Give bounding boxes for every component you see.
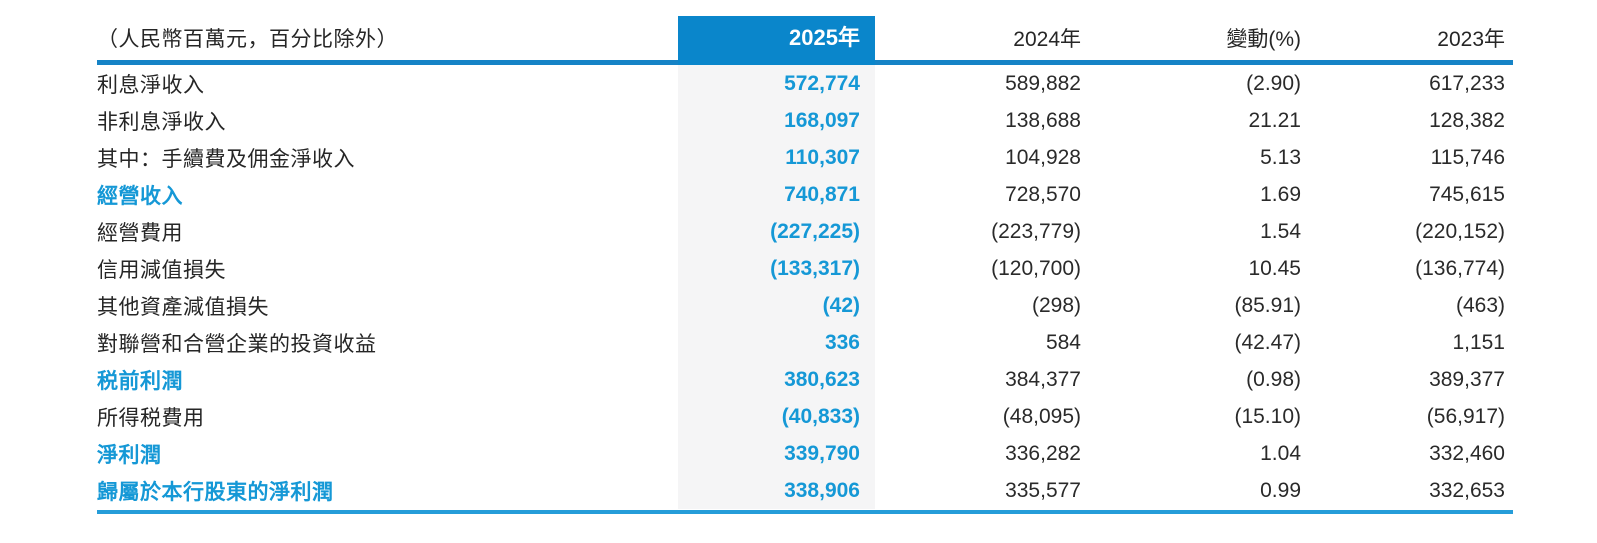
row-label: 利息淨收入 — [97, 73, 205, 97]
value-2023: 389,377 — [1429, 367, 1505, 391]
value-2024: 584 — [1045, 330, 1081, 354]
row-label: 信用減值損失 — [97, 258, 226, 282]
table-row: 利息淨收入 572,774 589,882 (2.90) 617,233 — [97, 65, 1513, 102]
column-header-2023: 2023年 — [1437, 28, 1505, 51]
row-label: 其中：手續費及佣金淨收入 — [97, 147, 355, 171]
value-2025: 339,790 — [678, 435, 875, 472]
value-2024: 104,928 — [1005, 145, 1081, 169]
value-change: (2.90) — [1246, 71, 1301, 95]
table-row: 信用減值損失 (133,317) (120,700) 10.45 (136,77… — [97, 250, 1513, 287]
unit-note: （人民幣百萬元，百分比除外） — [97, 28, 398, 51]
value-change: 1.54 — [1260, 219, 1301, 243]
value-2025: 572,774 — [678, 65, 875, 102]
value-2025: 338,906 — [678, 472, 875, 509]
value-2023: 332,653 — [1429, 478, 1505, 502]
table-row: 其中：手續費及佣金淨收入 110,307 104,928 5.13 115,74… — [97, 139, 1513, 176]
value-change: (42.47) — [1234, 330, 1301, 354]
value-2025: 740,871 — [678, 176, 875, 213]
column-header-2025: 2025年 — [678, 16, 875, 60]
value-2023: 617,233 — [1429, 71, 1505, 95]
table-row: 非利息淨收入 168,097 138,688 21.21 128,382 — [97, 102, 1513, 139]
row-label: 税前利潤 — [97, 369, 183, 393]
value-2025: 168,097 — [678, 102, 875, 139]
column-header-change: 變動(%) — [1226, 28, 1301, 51]
value-change: (0.98) — [1246, 367, 1301, 391]
value-2024: (298) — [1031, 293, 1081, 317]
table-row: 所得税費用 (40,833) (48,095) (15.10) (56,917) — [97, 398, 1513, 435]
value-2024: 138,688 — [1005, 108, 1081, 132]
value-2023: 745,615 — [1429, 182, 1505, 206]
value-2024: 589,882 — [1005, 71, 1081, 95]
value-change: (15.10) — [1234, 404, 1301, 428]
value-2025: (40,833) — [678, 398, 875, 435]
value-2023: 332,460 — [1429, 441, 1505, 465]
value-2023: (136,774) — [1415, 256, 1505, 280]
value-change: 1.69 — [1260, 182, 1301, 206]
value-2024: (48,095) — [1002, 404, 1081, 428]
row-label: 對聯營和合營企業的投資收益 — [97, 332, 377, 356]
value-change: 0.99 — [1260, 478, 1301, 502]
header-divider-rule — [97, 60, 1513, 65]
value-2025: (227,225) — [678, 213, 875, 250]
value-2024: 728,570 — [1005, 182, 1081, 206]
row-label: 非利息淨收入 — [97, 110, 226, 134]
table-row: 經營費用 (227,225) (223,779) 1.54 (220,152) — [97, 213, 1513, 250]
value-change: 1.04 — [1260, 441, 1301, 465]
table-row: 淨利潤 339,790 336,282 1.04 332,460 — [97, 435, 1513, 472]
value-2024: (120,700) — [991, 256, 1081, 280]
value-2025: (42) — [678, 287, 875, 324]
value-2025: (133,317) — [678, 250, 875, 287]
table-row: 歸屬於本行股東的淨利潤 338,906 335,577 0.99 332,653 — [97, 472, 1513, 509]
value-change: 10.45 — [1248, 256, 1301, 280]
value-2023: 128,382 — [1429, 108, 1505, 132]
value-2024: 336,282 — [1005, 441, 1081, 465]
value-2025: 380,623 — [678, 361, 875, 398]
value-2023: 115,746 — [1430, 145, 1505, 169]
table-bottom-rule — [97, 510, 1513, 514]
value-change: 21.21 — [1248, 108, 1301, 132]
row-label: 其他資產減值損失 — [97, 295, 269, 319]
value-2024: 335,577 — [1005, 478, 1081, 502]
income-statement-table: （人民幣百萬元，百分比除外） 2025年 2024年 變動(%) 2023年 利… — [97, 16, 1513, 514]
value-2023: 1,151 — [1452, 330, 1505, 354]
table-header-row: （人民幣百萬元，百分比除外） 2025年 2024年 變動(%) 2023年 — [97, 16, 1513, 60]
value-2025: 336 — [678, 324, 875, 361]
value-2025: 110,307 — [678, 139, 875, 176]
value-2024: (223,779) — [991, 219, 1081, 243]
value-2023: (463) — [1455, 293, 1505, 317]
row-label: 經營收入 — [97, 184, 183, 208]
table-row: 其他資產減值損失 (42) (298) (85.91) (463) — [97, 287, 1513, 324]
value-2024: 384,377 — [1005, 367, 1081, 391]
table-body: 利息淨收入 572,774 589,882 (2.90) 617,233 非利息… — [97, 65, 1513, 509]
column-header-2024: 2024年 — [1013, 28, 1081, 51]
row-label: 經營費用 — [97, 221, 183, 245]
value-change: 5.13 — [1260, 145, 1301, 169]
table-row: 税前利潤 380,623 384,377 (0.98) 389,377 — [97, 361, 1513, 398]
value-change: (85.91) — [1234, 293, 1301, 317]
row-label: 淨利潤 — [97, 443, 162, 467]
value-2023: (220,152) — [1415, 219, 1505, 243]
value-2023: (56,917) — [1426, 404, 1505, 428]
table-row: 經營收入 740,871 728,570 1.69 745,615 — [97, 176, 1513, 213]
row-label: 歸屬於本行股東的淨利潤 — [97, 480, 334, 504]
row-label: 所得税費用 — [97, 406, 205, 430]
table-row: 對聯營和合營企業的投資收益 336 584 (42.47) 1,151 — [97, 324, 1513, 361]
